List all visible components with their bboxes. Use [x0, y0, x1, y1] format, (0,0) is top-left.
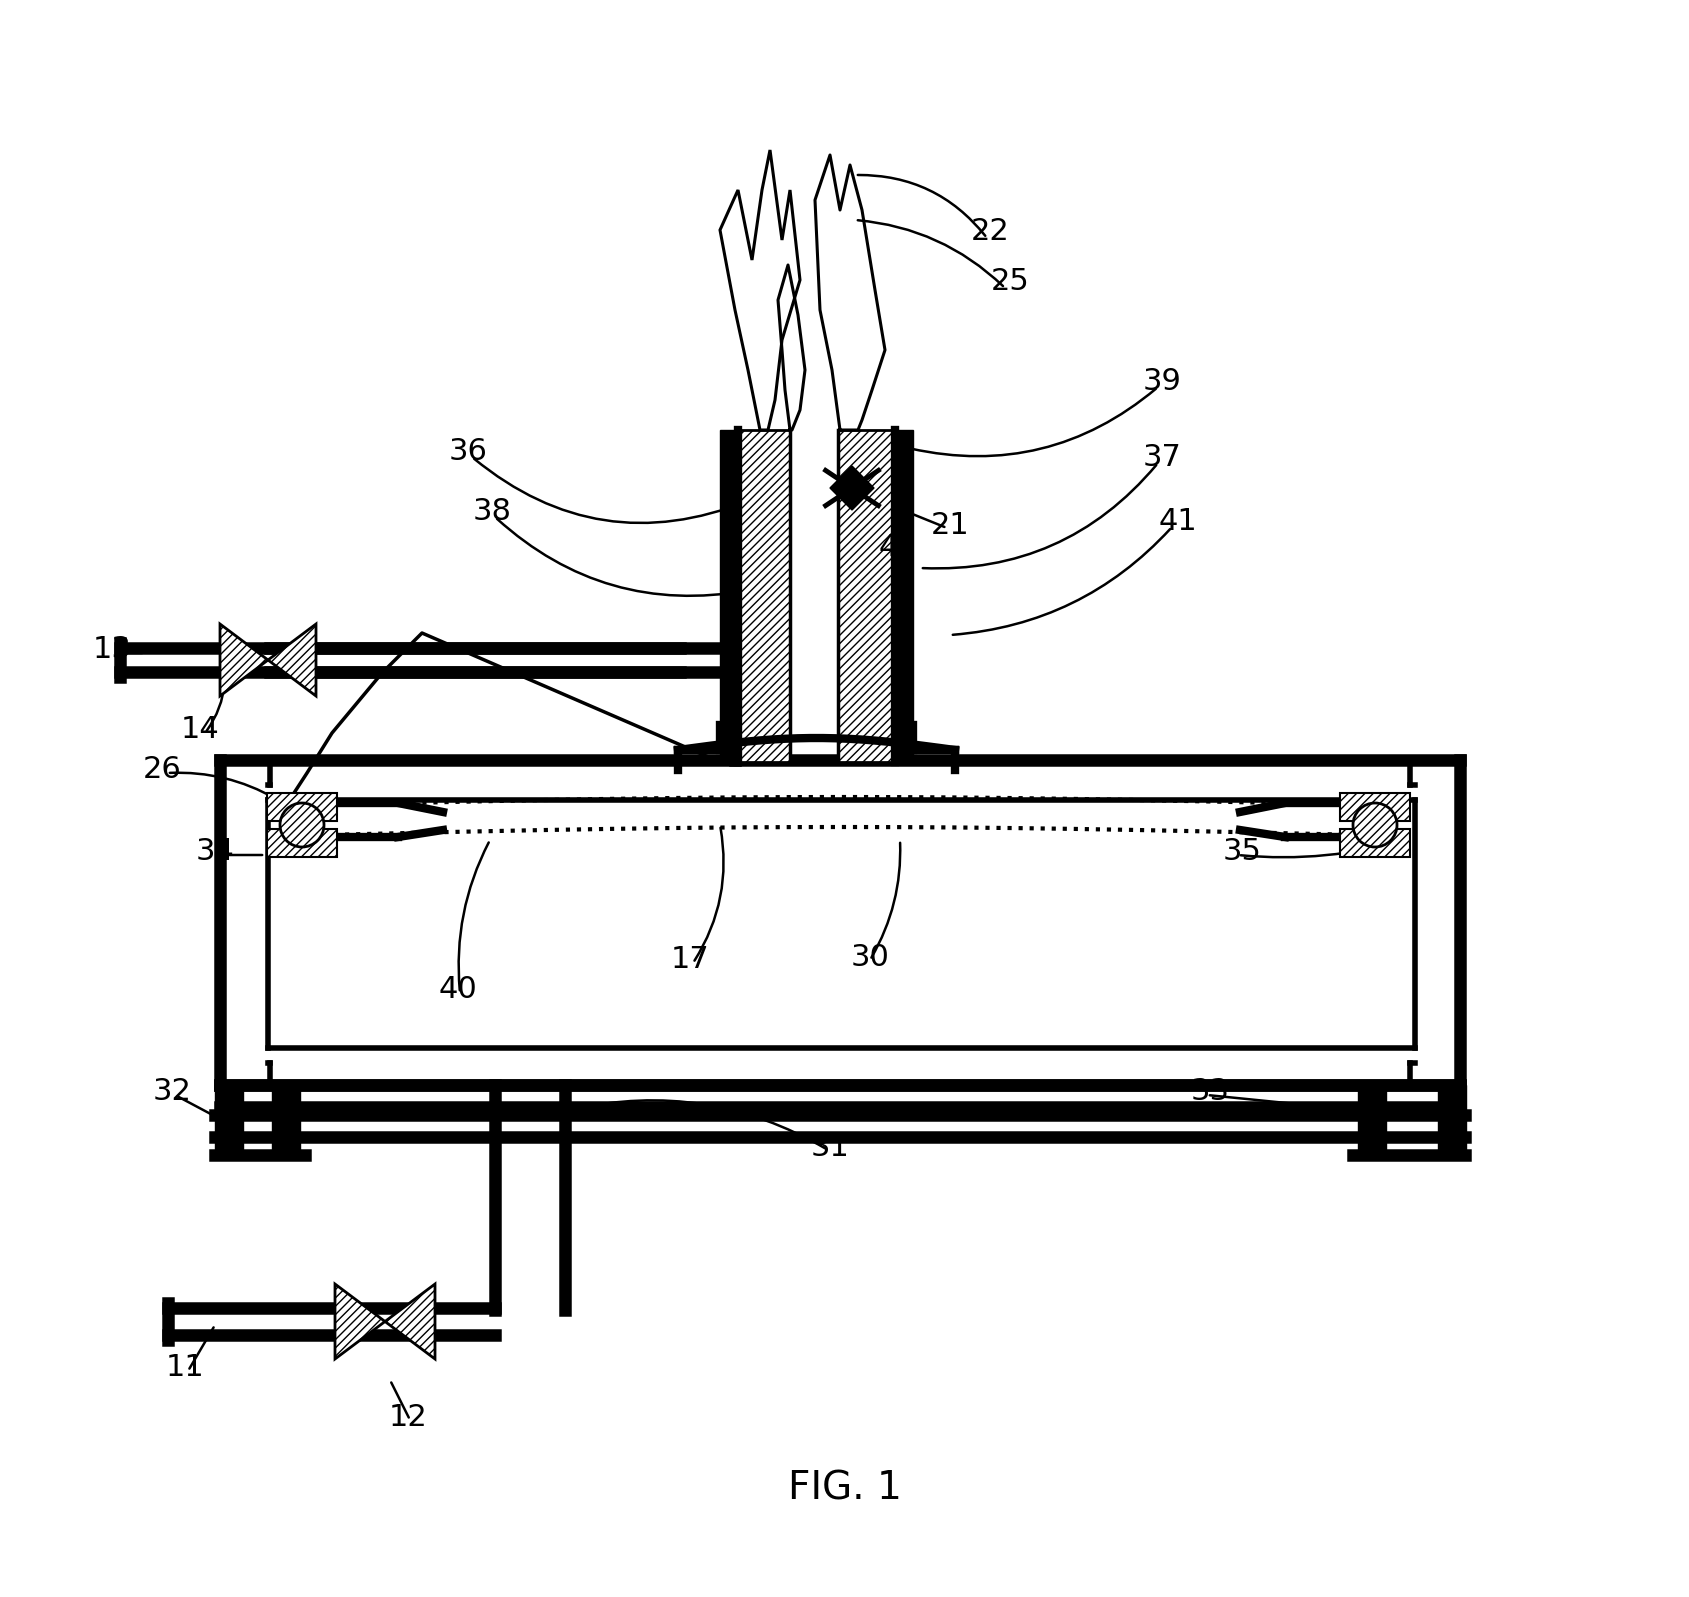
Circle shape — [280, 803, 324, 846]
Bar — [267, 794, 336, 821]
Text: 41: 41 — [1159, 508, 1198, 537]
Bar — [838, 430, 895, 762]
Circle shape — [1353, 803, 1397, 846]
Polygon shape — [829, 466, 873, 509]
Text: 13: 13 — [93, 636, 132, 664]
Bar — [272, 1084, 301, 1155]
Bar — [738, 430, 789, 762]
Bar — [267, 829, 336, 858]
Text: FIG. 1: FIG. 1 — [787, 1469, 902, 1508]
Text: 36: 36 — [448, 438, 486, 466]
Text: 14: 14 — [181, 715, 220, 744]
Polygon shape — [334, 1284, 385, 1359]
Bar — [1339, 794, 1409, 821]
Polygon shape — [385, 1284, 434, 1359]
Bar — [1339, 829, 1409, 858]
Polygon shape — [220, 624, 269, 696]
Bar — [895, 430, 912, 762]
Text: 37: 37 — [1142, 444, 1181, 473]
Text: 32: 32 — [152, 1078, 191, 1107]
Text: 12: 12 — [388, 1404, 427, 1433]
Text: 38: 38 — [473, 498, 512, 527]
Bar — [1437, 1084, 1464, 1155]
Text: 22: 22 — [969, 217, 1008, 246]
Text: 40: 40 — [439, 976, 476, 1005]
Bar — [1358, 1084, 1385, 1155]
Text: 35: 35 — [1221, 837, 1260, 867]
Text: 31: 31 — [811, 1134, 850, 1163]
Text: 30: 30 — [850, 944, 888, 973]
Text: 39: 39 — [1142, 367, 1181, 396]
Text: 17: 17 — [671, 945, 709, 974]
Text: 11: 11 — [166, 1354, 204, 1383]
Text: 42: 42 — [878, 533, 917, 562]
Text: 34: 34 — [196, 837, 235, 867]
Bar — [720, 430, 738, 762]
Text: 33: 33 — [1189, 1078, 1230, 1107]
Text: 26: 26 — [142, 755, 181, 784]
Bar — [215, 1084, 243, 1155]
Text: 21: 21 — [931, 511, 969, 540]
Polygon shape — [269, 624, 316, 696]
Text: 25: 25 — [990, 268, 1029, 297]
